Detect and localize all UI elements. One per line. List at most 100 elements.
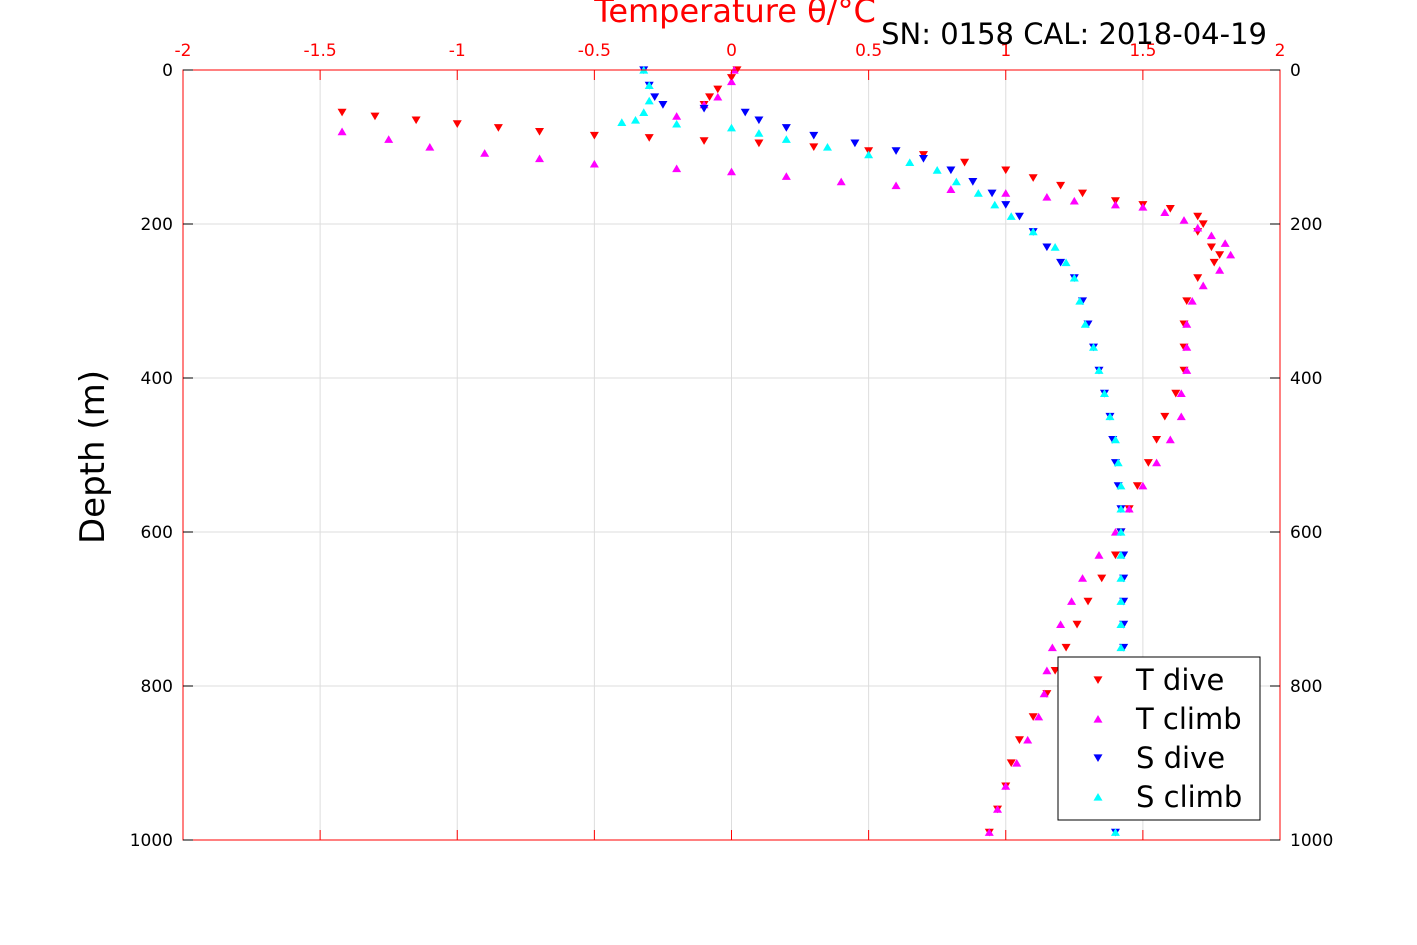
- data-point: [1116, 574, 1126, 582]
- data-point: [1039, 689, 1049, 698]
- data-point: [918, 154, 928, 163]
- legend-marker: [1093, 714, 1103, 723]
- data-point: [960, 158, 970, 167]
- data-point: [809, 143, 819, 152]
- y-tick-label-left: 200: [141, 215, 173, 235]
- data-point: [705, 93, 715, 101]
- data-point: [535, 128, 545, 136]
- data-point: [1083, 597, 1093, 606]
- x-tick-label: 0.5: [855, 41, 882, 61]
- data-point: [384, 135, 394, 143]
- data-point: [1182, 320, 1192, 328]
- data-point: [1182, 343, 1192, 351]
- data-point: [1152, 436, 1162, 444]
- legend-marker: [1093, 676, 1103, 685]
- data-point: [1028, 713, 1038, 721]
- data-point: [650, 93, 660, 101]
- data-point: [699, 137, 709, 145]
- data-point: [891, 147, 901, 155]
- data-point: [699, 104, 709, 113]
- data-point: [1187, 296, 1197, 305]
- legend-label: S climb: [1136, 780, 1242, 814]
- data-point: [1193, 274, 1203, 282]
- series-s-climb: [617, 65, 1126, 836]
- data-point: [1152, 458, 1162, 467]
- data-point: [370, 112, 380, 121]
- data-point: [1056, 181, 1066, 190]
- legend: T dive T climb S dive S climb: [1057, 656, 1261, 821]
- data-point: [1116, 527, 1126, 536]
- data-point: [809, 131, 819, 140]
- y-tick-label-left: 600: [141, 523, 173, 543]
- legend-box: [1057, 656, 1261, 821]
- data-point: [1006, 212, 1016, 220]
- data-point: [1182, 366, 1192, 374]
- y-tick-label-left: 400: [141, 369, 173, 389]
- data-point: [993, 805, 1003, 813]
- data-point: [1116, 481, 1126, 490]
- data-point: [1220, 239, 1230, 247]
- y-tick-label-right: 400: [1290, 369, 1322, 389]
- data-point: [425, 142, 435, 151]
- x-tick-label: 1: [1000, 41, 1011, 61]
- series-t-climb: [337, 65, 1236, 836]
- data-point: [1113, 458, 1123, 467]
- data-point: [1056, 258, 1066, 267]
- data-point: [1078, 189, 1088, 198]
- data-point: [987, 189, 997, 198]
- data-point: [1056, 620, 1066, 628]
- data-point: [713, 92, 723, 101]
- data-point: [1176, 412, 1186, 421]
- data-point: [480, 149, 490, 157]
- data-point: [990, 200, 1000, 209]
- data-point: [1206, 243, 1216, 252]
- data-point: [1014, 212, 1024, 221]
- data-point: [1179, 216, 1189, 224]
- data-point: [493, 124, 503, 132]
- x-tick-label: 1.5: [1129, 41, 1156, 61]
- data-point: [1094, 366, 1104, 374]
- legend-label: S dive: [1136, 741, 1225, 775]
- data-point: [1198, 220, 1208, 229]
- data-point: [836, 177, 846, 186]
- data-point: [946, 166, 956, 175]
- y-tick-label-left: 1000: [130, 831, 173, 851]
- data-point: [1028, 227, 1038, 236]
- legend-label: T climb: [1135, 702, 1242, 736]
- data-point: [1132, 482, 1142, 490]
- data-point: [1028, 174, 1038, 182]
- data-point: [1198, 281, 1208, 290]
- data-point: [1042, 243, 1052, 252]
- data-point: [1176, 389, 1186, 397]
- data-point: [1226, 250, 1236, 259]
- y-tick-label-left: 0: [162, 61, 173, 81]
- data-point: [1099, 389, 1109, 397]
- data-point: [631, 116, 641, 124]
- data-point: [1116, 597, 1126, 605]
- data-point: [1001, 189, 1011, 197]
- data-point: [411, 116, 421, 125]
- data-point: [639, 108, 649, 116]
- data-point: [1116, 551, 1126, 559]
- data-point: [984, 828, 994, 836]
- y-tick-label-left: 800: [141, 677, 173, 697]
- data-point: [1034, 712, 1044, 721]
- data-point: [644, 134, 654, 142]
- data-point: [644, 81, 654, 89]
- data-point: [1138, 481, 1148, 490]
- data-point: [1078, 574, 1088, 582]
- legend-marker: [1093, 792, 1103, 801]
- data-point: [727, 167, 736, 176]
- data-point: [1110, 435, 1120, 444]
- data-point: [727, 123, 736, 132]
- y-axis-label: Depth (m): [73, 370, 113, 544]
- data-point: [905, 158, 915, 166]
- data-point: [951, 177, 961, 186]
- data-point: [1006, 759, 1016, 768]
- x-tick-label: -0.5: [578, 41, 611, 61]
- y-axis-ticks: 0 0 200 200 400 400 600 600 800 800 1000 1000: [130, 61, 1334, 851]
- x-tick-label: -1: [449, 41, 466, 61]
- data-point: [1001, 166, 1011, 175]
- data-point: [658, 101, 668, 109]
